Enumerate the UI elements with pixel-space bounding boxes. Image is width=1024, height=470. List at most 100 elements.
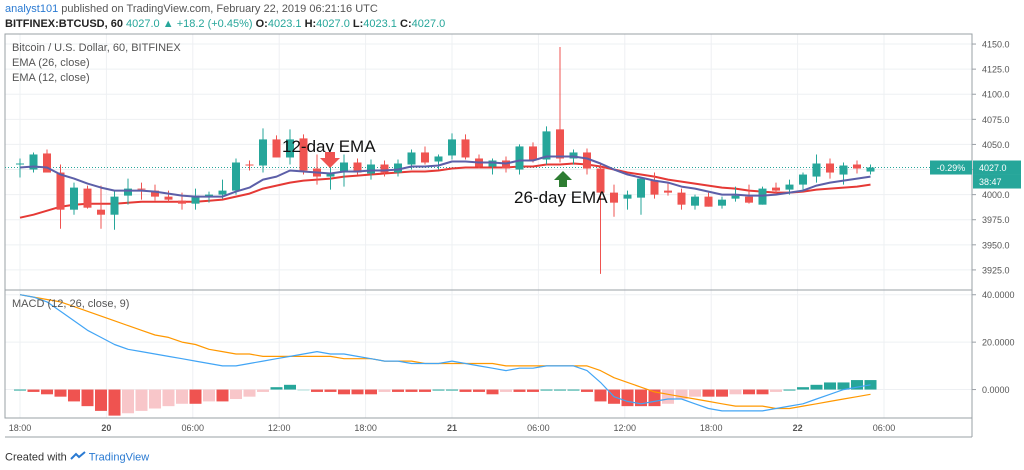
macd-histogram-bar [729, 389, 742, 395]
candle [70, 182, 78, 215]
macd-tick-label: 40.0000 [982, 290, 1015, 300]
time-tick-label: 21 [447, 423, 457, 433]
candle [853, 160, 861, 174]
macd-histogram-bar [203, 389, 215, 402]
macd-histogram-bar [189, 389, 202, 404]
open-value: 4023.1 [267, 18, 302, 30]
macd-histogram-bar [27, 389, 40, 392]
candle-body [191, 195, 200, 204]
candle [772, 182, 780, 195]
ema26-line-layer [19, 162, 871, 219]
candle-body [97, 209, 105, 215]
candle [83, 185, 92, 209]
candle-body [394, 163, 402, 173]
candle [272, 135, 281, 158]
candle [299, 134, 308, 175]
candle [488, 158, 497, 175]
candle-body [110, 196, 119, 215]
time-tick-label: 18:00 [700, 423, 723, 433]
candle-body [326, 172, 335, 177]
ema26-line [19, 162, 871, 219]
trading-chart[interactable]: 3925.03950.03975.04000.04025.04050.04075… [0, 0, 1024, 445]
candle-body [677, 192, 686, 205]
candle-body [461, 139, 470, 158]
macd-tick-label: 20.0000 [982, 338, 1015, 348]
legend-ema12[interactable]: EMA (12, close) [12, 72, 90, 84]
macd-histogram-bar [567, 389, 580, 391]
candle [286, 129, 294, 165]
candle-body [583, 152, 591, 169]
macd-histogram-bar [797, 387, 809, 390]
candle [421, 146, 429, 165]
change-value: +18.2 (+0.45%) [176, 18, 253, 30]
candle [110, 190, 119, 230]
candle-body [245, 164, 254, 166]
macd-line [19, 294, 871, 412]
candle [448, 133, 456, 160]
candle-body [83, 188, 92, 208]
candle-body [178, 200, 186, 204]
macd-histogram-bar [432, 389, 445, 391]
candle [596, 164, 605, 274]
ohlc-line: BITFINEX:BTCUSD, 60 4027.0 ▲ +18.2 (+0.4… [5, 18, 445, 30]
price-tick-label: 4000.0 [982, 190, 1010, 200]
price-tick-label: 4075.0 [982, 115, 1010, 125]
macd-histogram-bar [486, 389, 499, 395]
candle-body [56, 172, 65, 210]
created-with-text: Created with [5, 451, 67, 464]
macd-histogram-bar [621, 389, 634, 407]
ema12-annotation: 12-day EMA [282, 137, 376, 168]
chart-grid [5, 34, 972, 418]
macd-histogram-bar [851, 380, 863, 390]
macd-histogram-bar [135, 389, 148, 411]
macd-histogram-bar [662, 389, 674, 404]
candle-body [610, 192, 618, 203]
tradingview-brand[interactable]: TradingView [88, 451, 150, 464]
candle-body [29, 154, 38, 170]
candle-body [407, 152, 416, 165]
countdown-tag-bg [973, 174, 1021, 189]
candle-body [556, 129, 564, 159]
candle [812, 154, 821, 183]
macd-histogram-bar [230, 389, 242, 400]
candle-body [529, 146, 537, 161]
candle-body [637, 178, 645, 198]
ema12-line [19, 155, 871, 198]
legend-macd[interactable]: MACD (12, 26, close, 9) [12, 298, 130, 310]
candle [664, 182, 672, 196]
author-link[interactable]: analyst101 [5, 3, 59, 15]
macd-histogram-bar [540, 389, 553, 391]
legend-ema26[interactable]: EMA (26, close) [12, 57, 90, 69]
candle [529, 142, 537, 163]
macd-histogram-bar [176, 389, 188, 404]
last-price-tag: 4027.0 [973, 160, 1021, 175]
time-tick-label: 06:00 [527, 423, 550, 433]
candle [259, 128, 267, 173]
candle-body [718, 199, 726, 206]
macd-histogram-bar [513, 389, 526, 392]
candle-body [664, 190, 672, 193]
price-axis: 3925.03950.03975.04000.04025.04050.04075… [972, 40, 1015, 395]
candle-body [650, 180, 659, 195]
price-tick-label: 4050.0 [982, 140, 1010, 150]
ema12-line-layer [19, 155, 871, 198]
candle-body [151, 190, 159, 197]
candle [542, 126, 551, 165]
candle-body [488, 160, 497, 167]
macd-layer [14, 294, 877, 416]
macd-histogram-bar [351, 389, 364, 395]
candle-body [124, 188, 132, 196]
macd-histogram-bar [95, 389, 107, 411]
candle [151, 184, 159, 201]
candle [164, 190, 173, 202]
publish-line: analyst101 published on TradingView.com,… [5, 3, 378, 15]
candle-body [812, 163, 821, 177]
time-tick-label: 20 [101, 423, 111, 433]
candle-body [826, 163, 834, 173]
price-tick-label: 4125.0 [982, 65, 1010, 75]
macd-tick-label: 0.0000 [982, 385, 1010, 395]
candle-body [286, 139, 294, 158]
macd-histogram-bar [473, 389, 485, 392]
candle-body [164, 196, 173, 200]
candle-body [839, 165, 848, 175]
